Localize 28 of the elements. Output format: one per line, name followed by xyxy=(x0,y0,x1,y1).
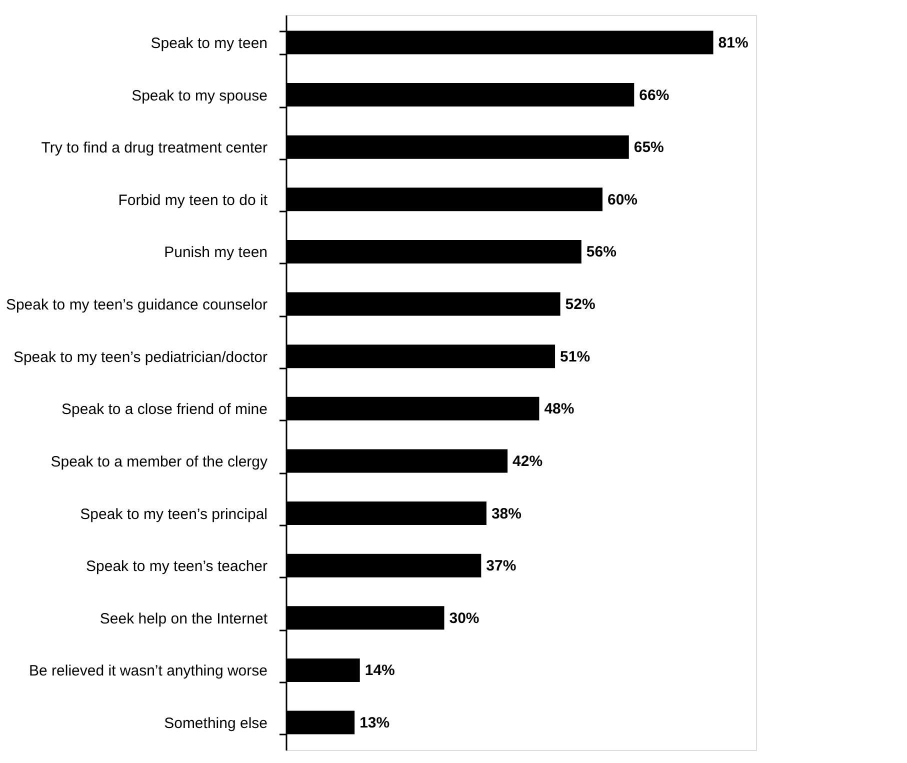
data-label: 65% xyxy=(634,139,664,156)
y-tick-label: Speak to my teen’s pediatrician/doctor xyxy=(13,348,268,366)
data-label: 56% xyxy=(586,244,616,261)
data-label: 30% xyxy=(449,610,480,627)
y-tick-label: Speak to a member of the clergy xyxy=(50,453,268,470)
data-label: 37% xyxy=(486,558,516,575)
y-tick-label: Speak to my teen’s teacher xyxy=(86,558,268,576)
data-label: 81% xyxy=(718,34,748,52)
y-tick-label: Seek help on the Internet xyxy=(100,610,268,628)
data-label: 52% xyxy=(565,296,596,314)
y-tick-label: Try to find a drug treatment center xyxy=(41,140,268,157)
data-label: 66% xyxy=(639,86,670,104)
y-tick-label: Speak to my spouse xyxy=(132,87,268,104)
y-tick-label: Speak to a close friend of mine xyxy=(62,401,268,418)
data-label: 42% xyxy=(512,452,543,470)
data-label: 60% xyxy=(608,191,638,208)
data-label: 14% xyxy=(364,662,395,680)
y-tick-label: Punish my teen xyxy=(164,244,268,262)
data-label: 51% xyxy=(560,348,590,366)
y-tick-label: Something else xyxy=(164,715,268,732)
data-label: 48% xyxy=(544,400,574,418)
data-label: 13% xyxy=(360,714,390,732)
y-tick-label: Forbid my teen to do it xyxy=(118,192,268,209)
y-tick-label: Speak to my teen xyxy=(150,34,268,52)
y-tick-label: Speak to my teen’s guidance counselor xyxy=(6,296,268,314)
y-tick-label: Be relieved it wasn’t anything worse xyxy=(29,662,268,680)
y-tick-label: Speak to my teen’s principal xyxy=(80,506,268,523)
data-label: 38% xyxy=(491,505,522,522)
